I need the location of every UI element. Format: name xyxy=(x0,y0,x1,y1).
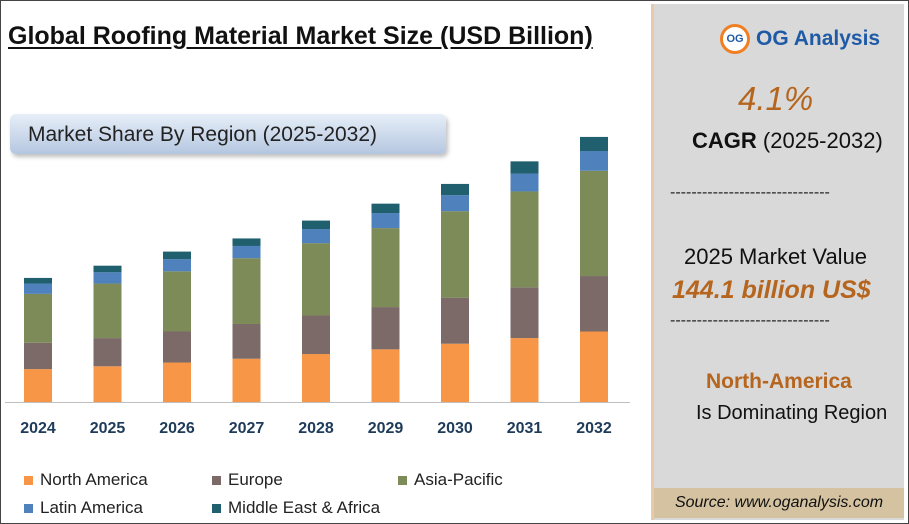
chart-title: Global Roofing Material Market Size (USD… xyxy=(8,22,593,50)
bar-segment xyxy=(441,297,469,344)
chart-subtitle: Market Share By Region (2025-2032) xyxy=(28,123,378,146)
stacked-bar-chart: 2024 2025 2026 2027 2028 2029 2030 2031 2032 xyxy=(5,136,630,437)
legend-swatch-icon xyxy=(398,475,407,485)
bar-segment xyxy=(580,136,608,152)
divider-top: ------------------------------ xyxy=(670,184,830,201)
x-tick-label: 2032 xyxy=(576,420,612,437)
x-tick-label: 2031 xyxy=(507,420,543,437)
source-bar: Source: www.oganalysis.com xyxy=(654,488,904,518)
cagr-value: 4.1% xyxy=(738,80,814,117)
dominating-region: North-America xyxy=(706,370,852,393)
divider-bottom: ------------------------------ xyxy=(670,312,830,329)
bar-segment xyxy=(441,211,469,298)
bar-segment xyxy=(24,293,52,343)
legend-item: Asia-Pacific xyxy=(398,470,503,490)
bar-segment xyxy=(371,307,400,350)
source-text: Source: www.oganalysis.com xyxy=(674,494,884,511)
subtitle-banner: Market Share By Region (2025-2032) xyxy=(10,114,446,154)
legend-swatch-icon xyxy=(24,503,33,513)
x-tick-label: 2027 xyxy=(229,420,265,437)
summary-panel: OG OG Analysis 4.1% CAGR (2025-2032) ---… xyxy=(651,4,904,520)
legend-label: North America xyxy=(40,470,148,489)
bar-segment xyxy=(580,331,608,402)
bar-segment xyxy=(371,228,400,308)
bar-segment xyxy=(302,243,330,316)
bar-segment xyxy=(302,229,330,244)
bar-segment xyxy=(371,213,400,229)
bar-segment xyxy=(302,315,330,355)
logo-mark-icon: OG xyxy=(720,24,750,54)
legend-item: North America xyxy=(24,470,148,490)
bar-segment xyxy=(232,245,261,259)
bar-segment xyxy=(580,276,608,332)
x-tick-label: 2030 xyxy=(437,420,473,437)
bar-segment xyxy=(163,362,191,402)
bar-segment xyxy=(580,151,608,171)
legend-label: Asia-Pacific xyxy=(414,470,503,489)
bar-segment xyxy=(441,183,469,196)
bar-segment xyxy=(580,170,608,277)
bar-segment xyxy=(371,349,400,402)
bar-segment xyxy=(163,259,191,272)
bar-segment xyxy=(163,331,191,363)
market-value-label: 2025 Market Value xyxy=(684,244,868,269)
legend-item: Europe xyxy=(212,470,283,490)
legend-swatch-icon xyxy=(212,503,221,513)
chart-legend: North America Europe Asia-Pacific Latin Ame… xyxy=(0,462,640,522)
bar-segment xyxy=(24,283,52,294)
bar-segment xyxy=(24,342,52,370)
x-tick-label: 2024 xyxy=(20,420,56,437)
dominating-text: Is Dominating Region xyxy=(696,402,888,424)
x-tick-label: 2026 xyxy=(159,420,195,437)
bar-segment xyxy=(24,277,52,284)
bar-segment xyxy=(510,191,539,288)
bar-segment xyxy=(371,203,400,214)
bar-segment xyxy=(93,366,122,402)
legend-label: Latin America xyxy=(40,498,143,517)
bar-segment xyxy=(510,338,539,402)
legend-swatch-icon xyxy=(212,475,221,485)
bar-segment xyxy=(232,323,261,359)
bar-segment xyxy=(93,265,122,273)
bar-segment xyxy=(93,338,122,367)
x-tick-label: 2025 xyxy=(90,420,126,437)
bar-segment xyxy=(232,238,261,246)
cagr-period: (2025-2032) xyxy=(762,128,883,153)
bar-segment xyxy=(302,354,330,402)
legend-swatch-icon xyxy=(24,475,33,485)
bar-segment xyxy=(163,271,191,332)
cagr-label: CAGR (2025-2032) xyxy=(692,128,883,154)
x-tick-label: 2028 xyxy=(298,420,334,437)
bar-segment xyxy=(232,258,261,324)
legend-item: Middle East & Africa xyxy=(212,498,380,518)
bar-segment xyxy=(24,369,52,402)
bar-segment xyxy=(232,358,261,402)
bar-segment xyxy=(441,195,469,212)
bar-segment xyxy=(510,161,539,174)
bar-segment xyxy=(441,343,469,402)
bar-segment xyxy=(93,283,122,339)
cagr-label-text: CAGR xyxy=(692,128,757,153)
legend-item: Latin America xyxy=(24,498,143,518)
bar-segment xyxy=(93,272,122,284)
bar-segment xyxy=(510,287,539,339)
logo-text: OG Analysis xyxy=(756,27,881,50)
x-tick-label: 2029 xyxy=(368,420,404,437)
bar-segment xyxy=(302,220,330,230)
market-value: 144.1 billion US$ xyxy=(672,276,871,304)
brand-logo: OG OG Analysis xyxy=(720,24,880,54)
legend-label: Middle East & Africa xyxy=(228,498,381,517)
bar-segment xyxy=(163,251,191,260)
legend-label: Europe xyxy=(228,470,283,489)
bar-segment xyxy=(510,173,539,192)
